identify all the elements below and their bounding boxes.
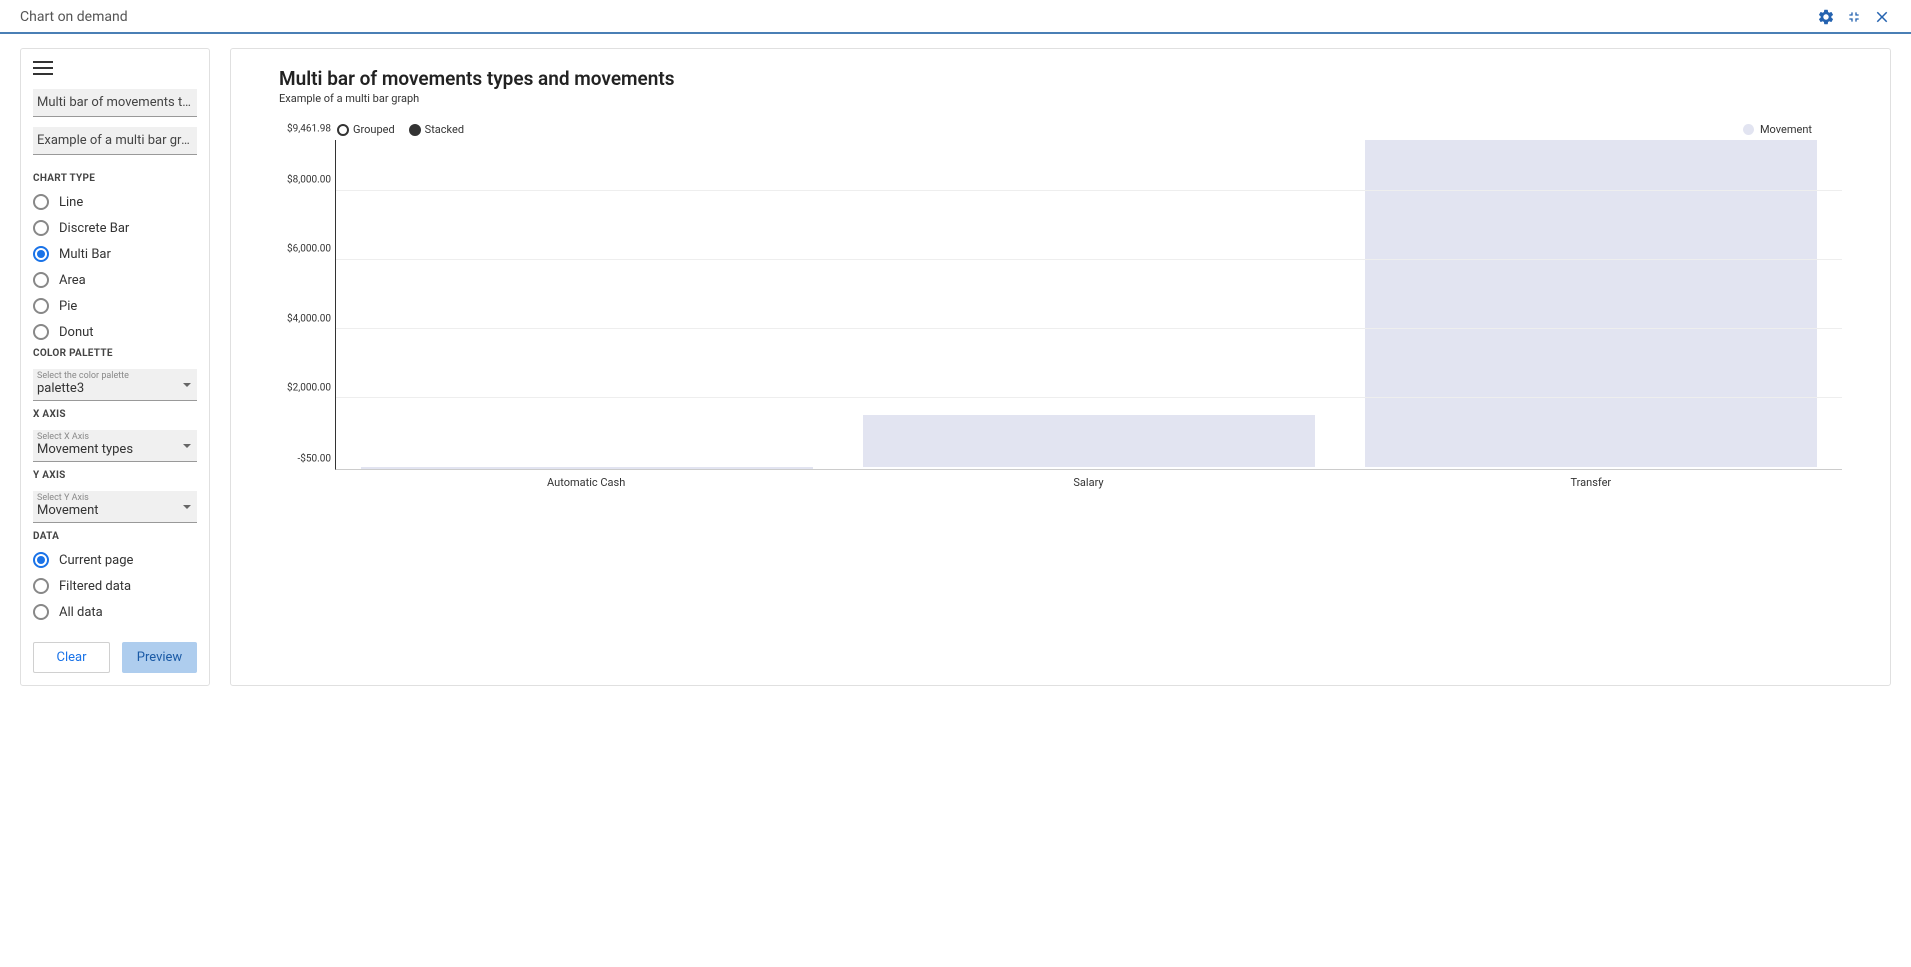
y-tick: $6,000.00 [287, 244, 331, 255]
bar-automatic-cash[interactable] [361, 467, 813, 469]
radio-icon [33, 552, 49, 568]
chart-type-line[interactable]: Line [33, 194, 197, 210]
header: Chart on demand [0, 0, 1911, 34]
data-source-filtered-data[interactable]: Filtered data [33, 578, 197, 594]
data-source-all-data[interactable]: All data [33, 604, 197, 620]
data-source-current-page[interactable]: Current page [33, 552, 197, 568]
y-tick: $2,000.00 [287, 382, 331, 393]
button-row: Clear Preview [33, 642, 197, 673]
data-label: DATA [33, 531, 197, 542]
mode-radio-icon [409, 124, 421, 136]
chevron-down-icon [183, 383, 191, 387]
radio-icon [33, 578, 49, 594]
mode-group: Grouped Stacked [337, 123, 464, 136]
chart-type-label: CHART TYPE [33, 173, 197, 184]
preview-button[interactable]: Preview [122, 642, 197, 673]
x-label: Transfer [1340, 470, 1842, 489]
sidebar: CHART TYPE Line Discrete Bar Multi Bar Area… [20, 48, 210, 686]
radio-label: Discrete Bar [59, 221, 129, 236]
y-tick: -$50.00 [297, 454, 331, 465]
radio-icon [33, 272, 49, 288]
chart-type-discrete-bar[interactable]: Discrete Bar [33, 220, 197, 236]
bar-salary[interactable] [863, 415, 1315, 467]
main-content: CHART TYPE Line Discrete Bar Multi Bar Area… [0, 34, 1911, 700]
gridline [336, 259, 1842, 260]
radio-label: Current page [59, 553, 133, 568]
radio-icon [33, 604, 49, 620]
color-palette-label: COLOR PALETTE [33, 348, 197, 359]
radio-label: Line [59, 195, 83, 210]
radio-icon [33, 220, 49, 236]
title-input[interactable] [33, 89, 197, 117]
radio-label: Multi Bar [59, 247, 111, 262]
chart-subtitle: Example of a multi bar graph [279, 92, 1842, 105]
close-icon[interactable] [1873, 8, 1891, 26]
clear-button[interactable]: Clear [33, 642, 110, 673]
radio-label: Donut [59, 325, 94, 340]
color-palette-select[interactable]: Select the color palette palette3 [33, 369, 197, 401]
chart-topbar: Grouped Stacked Movement [279, 123, 1842, 136]
x-label: Automatic Cash [335, 470, 837, 489]
menu-icon[interactable] [33, 61, 53, 77]
mode-radio-icon [337, 124, 349, 136]
gridline [336, 397, 1842, 398]
x-label: Salary [837, 470, 1339, 489]
radio-icon [33, 298, 49, 314]
chart-area: $9,461.98$8,000.00$6,000.00$4,000.00$2,0… [279, 140, 1842, 470]
radio-icon [33, 246, 49, 262]
chart-type-area[interactable]: Area [33, 272, 197, 288]
plot-area [335, 140, 1842, 470]
mode-label: Grouped [353, 123, 395, 136]
radio-label: Pie [59, 299, 77, 314]
y-axis-select[interactable]: Select Y Axis Movement [33, 491, 197, 523]
settings-icon[interactable] [1817, 8, 1835, 26]
radio-label: All data [59, 605, 103, 620]
gridline [336, 190, 1842, 191]
radio-icon [33, 324, 49, 340]
x-axis-select[interactable]: Select X Axis Movement types [33, 430, 197, 462]
radio-label: Area [59, 273, 86, 288]
legend-label: Movement [1760, 123, 1812, 136]
mode-grouped[interactable]: Grouped [337, 123, 395, 136]
chart-title: Multi bar of movements types and movemen… [279, 67, 1842, 90]
chevron-down-icon [183, 505, 191, 509]
radio-icon [33, 194, 49, 210]
radio-label: Filtered data [59, 579, 131, 594]
fullscreen-exit-icon[interactable] [1845, 8, 1863, 26]
page-title: Chart on demand [20, 9, 128, 25]
y-axis-label: Y AXIS [33, 470, 197, 481]
x-axis-label: X AXIS [33, 409, 197, 420]
chart-type-pie[interactable]: Pie [33, 298, 197, 314]
legend[interactable]: Movement [1743, 123, 1812, 136]
header-actions [1817, 8, 1891, 26]
mode-stacked[interactable]: Stacked [409, 123, 464, 136]
chart-type-multi-bar[interactable]: Multi Bar [33, 246, 197, 262]
chart-type-donut[interactable]: Donut [33, 324, 197, 340]
y-tick: $8,000.00 [287, 174, 331, 185]
gridline [336, 328, 1842, 329]
subtitle-input[interactable] [33, 127, 197, 155]
y-tick: $4,000.00 [287, 313, 331, 324]
x-axis-labels: Automatic CashSalaryTransfer [335, 470, 1842, 489]
chart-type-group: Line Discrete Bar Multi Bar Area Pie Donut [33, 194, 197, 340]
legend-swatch [1743, 124, 1754, 135]
chevron-down-icon [183, 444, 191, 448]
chart-panel: Multi bar of movements types and movemen… [230, 48, 1891, 686]
mode-label: Stacked [425, 123, 464, 136]
data-source-group: Current page Filtered data All data [33, 552, 197, 620]
y-tick: $9,461.98 [287, 124, 331, 135]
y-axis-labels: $9,461.98$8,000.00$6,000.00$4,000.00$2,0… [279, 140, 335, 470]
